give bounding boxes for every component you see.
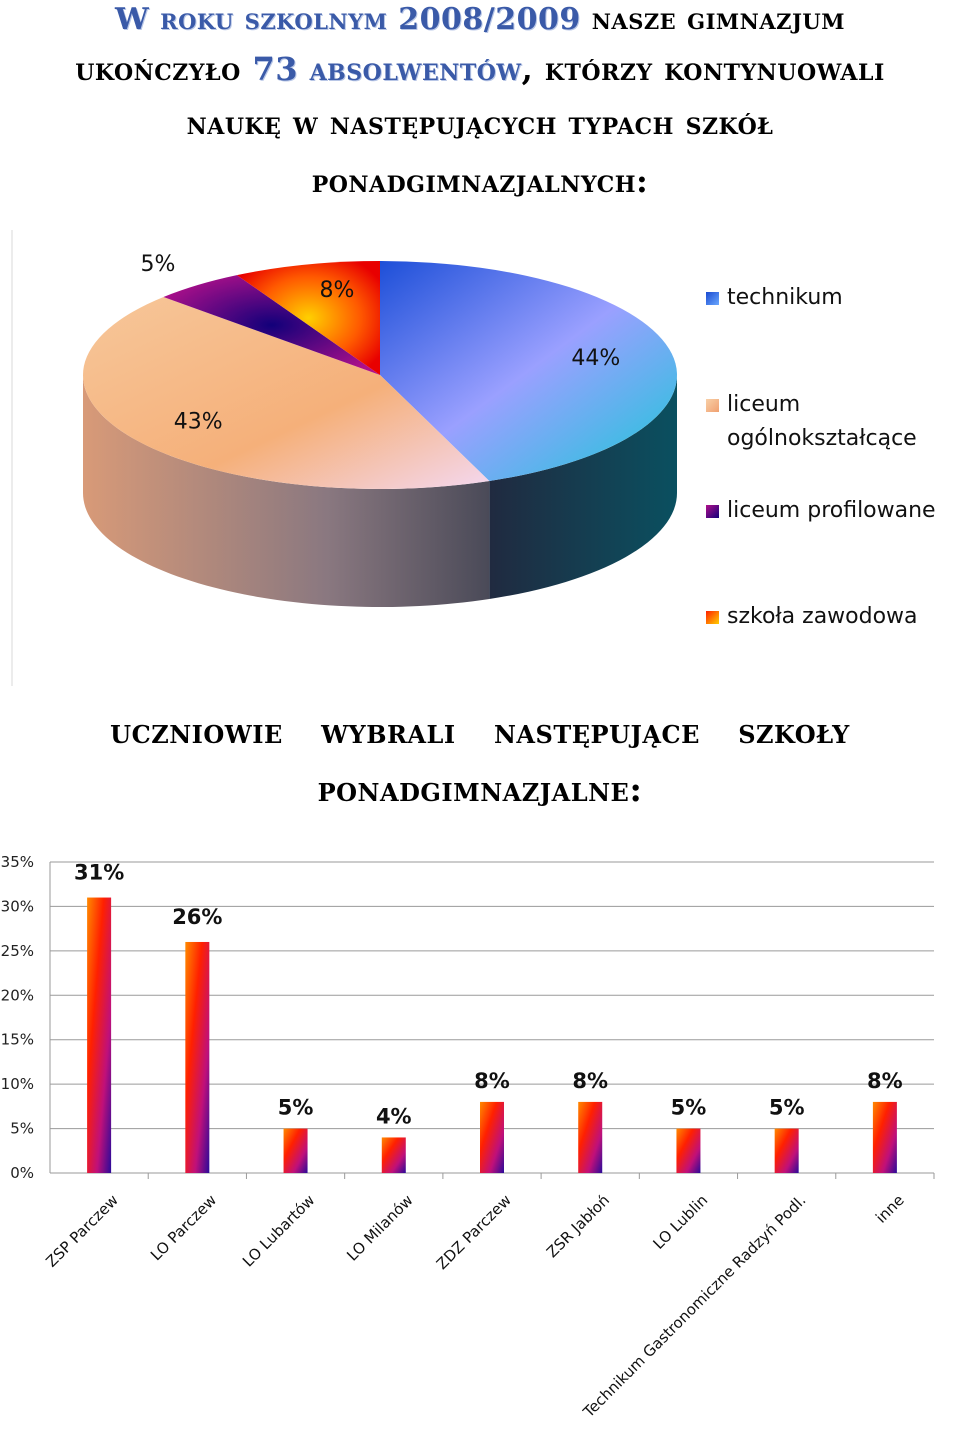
legend-swatch-szkola-zawodowa: [706, 611, 719, 624]
pie-value-label-liceum-ogolnoksztalcace: 43%: [174, 409, 223, 434]
pie-slice-szkola-zawodowa: [236, 261, 380, 375]
bar-series: [87, 897, 897, 1173]
x-category-label: Technikum Gastronomiczne Radzyń Podl.: [579, 1191, 810, 1422]
pie-value-label-technikum: 44%: [571, 346, 620, 371]
pie-value-label-szkola-zawodowa: 8%: [320, 278, 355, 303]
legend-swatch-technikum: [706, 292, 719, 305]
legend-label-technikum: technikum: [727, 285, 843, 310]
legend-label-liceum-ogolnoksztalcace: liceum: [727, 392, 800, 417]
y-tick-label: 35%: [1, 853, 34, 871]
bar-value-label: 26%: [172, 905, 222, 929]
legend-label-liceum-profilowane: liceum profilowane: [727, 498, 936, 523]
bar-category-labels: ZSP Parczew LO Parczew LO Lubartów LO Milan…: [42, 1191, 907, 1422]
legend-label-liceum-ogolnoksztalcace-line-2: ogólnokształcące: [727, 426, 917, 451]
pie-slice-liceum-ogolnoksztalcace: [82, 296, 490, 489]
bar-value-label: 31%: [74, 861, 124, 885]
bar: [185, 941, 210, 1173]
pie-slice-technikum: [380, 261, 677, 481]
legend-swatch-liceum-profilowane: [706, 505, 719, 518]
heading-line-2: ukończyło 73 absolwentów, którzy kontynu…: [0, 50, 960, 88]
y-tick-label: 15%: [1, 1031, 34, 1049]
heading-continued-text: , którzy kontynuowali: [521, 50, 885, 88]
pie-legend: technikum liceum ogólnokształcące liceum pr…: [706, 285, 936, 629]
bar: [872, 1101, 897, 1173]
y-tick-label: 10%: [1, 1075, 34, 1093]
y-tick-label: 20%: [1, 986, 34, 1004]
pie-value-labels: 44% 43% 5% 8%: [140, 252, 620, 434]
bar-value-label: 5%: [769, 1096, 805, 1120]
heading-year-text: W roku szkolnym 2008/2009: [115, 2, 581, 37]
pie-side-technikum: [489, 375, 677, 599]
pie-sides: [83, 375, 677, 607]
heading-line-3: naukę w następujących typach szkół: [186, 104, 774, 142]
y-tick-label: 30%: [1, 897, 34, 915]
heading-line-1: W roku szkolnym 2008/2009 nasze gimnazju…: [0, 2, 960, 37]
x-category-label: ZSR Jabłoń: [543, 1191, 613, 1261]
pie-value-label-liceum-profilowane: 5%: [140, 252, 175, 277]
heading-line-4: ponadgimnazjalnych:: [311, 162, 649, 200]
bar-value-label: 8%: [572, 1069, 608, 1093]
subheading-line-2: ponadgimnazjalne:: [317, 770, 643, 810]
y-tick-label: 5%: [10, 1120, 34, 1138]
pie-chart: 44% 43% 5% 8% technikum liceum ogólnokształcą…: [11, 230, 936, 686]
y-tick-label: 25%: [1, 942, 34, 960]
pie-slices: [82, 261, 677, 489]
bar-value-label: 4%: [376, 1104, 412, 1128]
heading-school-text: nasze gimnazjum: [591, 2, 845, 37]
bar-value-label: 8%: [474, 1069, 510, 1093]
x-category-label: inne: [872, 1191, 908, 1227]
bar: [578, 1101, 603, 1173]
bar-value-label: 8%: [867, 1069, 903, 1093]
x-category-label: LO Milanów: [343, 1191, 416, 1264]
bar-value-label: 5%: [671, 1096, 707, 1120]
bar-value-labels: 31% 26% 5% 4% 8% 8% 5% 5% 8%: [74, 861, 903, 1129]
y-tick-label: 0%: [10, 1164, 34, 1182]
x-category-label: ZDZ Parczew: [433, 1191, 515, 1273]
pie-side-liceum-ogolnoksztalcace: [83, 375, 490, 607]
x-category-label: LO Lublin: [649, 1191, 711, 1253]
bar: [283, 1128, 308, 1173]
x-category-label: LO Lubartów: [239, 1191, 318, 1270]
x-category-label: ZSP Parczew: [42, 1191, 122, 1271]
x-category-label: LO Parczew: [147, 1191, 220, 1264]
bar-value-label: 5%: [278, 1096, 314, 1120]
heading-count: 73: [252, 50, 298, 88]
bar: [480, 1101, 504, 1173]
subheading-line-1: uczniowie wybrali następujące szkoły: [110, 712, 850, 752]
bar: [676, 1128, 701, 1173]
heading-graduated-text: ukończyło: [75, 50, 241, 88]
bar: [87, 897, 112, 1173]
bar: [774, 1128, 799, 1173]
legend-swatch-liceum-ogolnoksztalcace: [706, 399, 719, 412]
heading-graduates-word: absolwentów: [309, 50, 522, 88]
bar: [381, 1137, 406, 1173]
pie-slice-liceum-profilowane: [163, 275, 380, 375]
legend-label-szkola-zawodowa: szkoła zawodowa: [727, 604, 918, 629]
